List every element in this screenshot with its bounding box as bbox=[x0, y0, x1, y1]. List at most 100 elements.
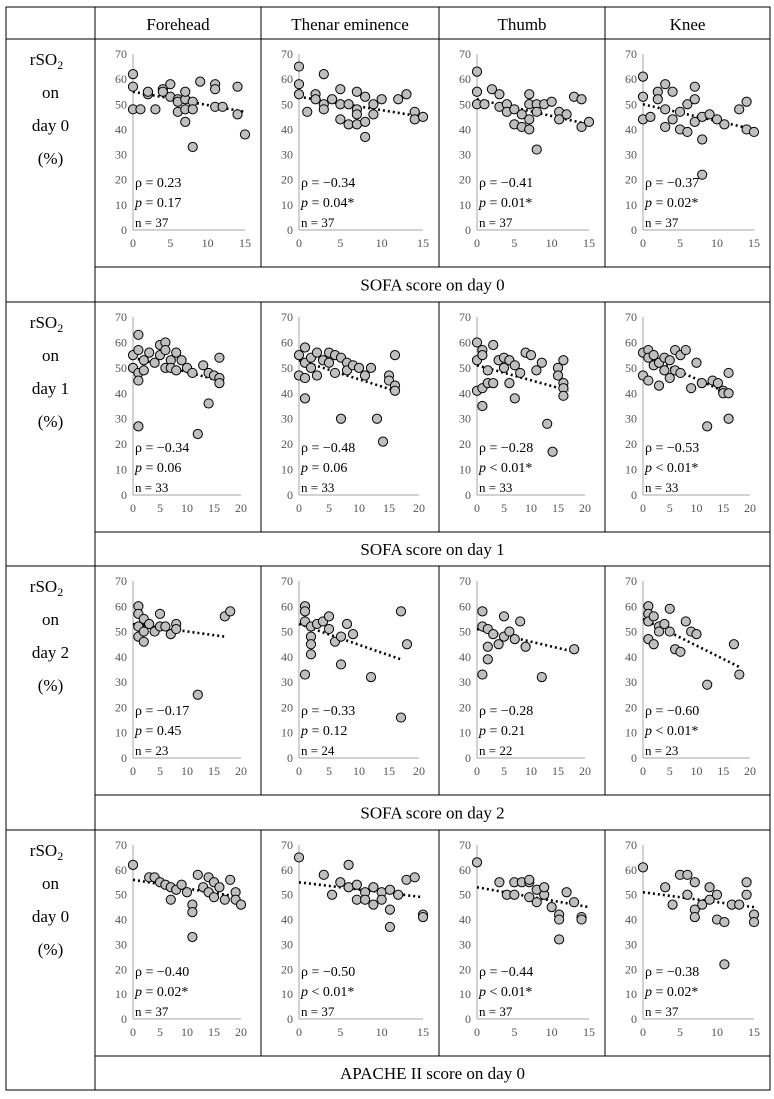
y-tick-label: 10 bbox=[281, 987, 293, 1001]
row-label-subscript: 2 bbox=[57, 58, 63, 72]
x-tick-label: 15 bbox=[717, 501, 729, 515]
data-point bbox=[471, 66, 483, 77]
data-point bbox=[192, 689, 203, 700]
x-tick-label: 0 bbox=[474, 1025, 480, 1039]
data-point bbox=[323, 611, 335, 622]
rho-label: ρ = −0.38 bbox=[645, 965, 699, 980]
y-tick-label: 20 bbox=[625, 173, 637, 187]
x-tick-label: 5 bbox=[501, 764, 507, 778]
row-label-day: day 0 bbox=[32, 116, 69, 135]
x-tick-label: 5 bbox=[511, 236, 517, 250]
y-tick-label: 30 bbox=[625, 675, 637, 689]
p-value: = 0.02* bbox=[142, 985, 188, 1000]
data-point bbox=[293, 350, 305, 361]
data-point bbox=[360, 894, 371, 905]
data-point bbox=[664, 626, 675, 637]
data-point bbox=[531, 897, 542, 908]
p-value-label: p = 0.06 bbox=[134, 461, 181, 476]
data-point bbox=[239, 129, 251, 140]
n-label: n = 24 bbox=[301, 743, 335, 758]
data-point bbox=[393, 94, 404, 105]
y-tick-label: 70 bbox=[459, 310, 471, 324]
data-point bbox=[659, 365, 670, 376]
y-tick-label: 10 bbox=[625, 463, 637, 477]
row-label-prefix: rSO bbox=[30, 841, 57, 860]
data-point bbox=[326, 94, 338, 105]
data-point bbox=[160, 621, 171, 632]
data-point bbox=[558, 355, 569, 366]
data-point bbox=[734, 104, 745, 115]
p-value-label: p = 0.06 bbox=[300, 461, 347, 476]
y-tick-label: 60 bbox=[115, 72, 127, 86]
x-tick-label: 20 bbox=[579, 764, 591, 778]
y-tick-label: 60 bbox=[625, 863, 637, 877]
p-value-label: p = 0.17 bbox=[134, 196, 181, 211]
y-tick-label: 20 bbox=[459, 700, 471, 714]
data-point bbox=[576, 121, 587, 133]
y-tick-label: 50 bbox=[115, 888, 127, 902]
y-tick-label: 20 bbox=[459, 173, 471, 187]
data-point bbox=[660, 79, 671, 90]
y-tick-label: 50 bbox=[459, 361, 471, 375]
data-point bbox=[171, 623, 182, 635]
row-label-unit: (%) bbox=[38, 676, 63, 695]
data-point bbox=[176, 879, 187, 890]
p-value: = 0.04* bbox=[308, 196, 354, 211]
y-tick-label: 30 bbox=[281, 675, 293, 689]
data-point bbox=[180, 86, 191, 97]
y-tick-label: 10 bbox=[625, 987, 637, 1001]
data-point bbox=[524, 874, 535, 885]
data-point bbox=[682, 889, 693, 900]
scatter-panel: 0 10 20 30 40 50 60 70 0 5 10 15 20 ρ = −0.34 p = 0.06… bbox=[115, 310, 247, 515]
rho-label: ρ = −0.60 bbox=[645, 704, 699, 719]
y-tick-label: 50 bbox=[625, 888, 637, 902]
data-point bbox=[305, 639, 317, 650]
data-point bbox=[214, 352, 225, 363]
y-tick-label: 30 bbox=[115, 937, 127, 951]
p-value-label: p < 0.01* bbox=[644, 724, 698, 739]
x-tick-label: 20 bbox=[235, 1025, 247, 1039]
row-label-prefix: rSO bbox=[30, 50, 57, 69]
n-label: n = 22 bbox=[479, 743, 512, 758]
x-tick-label: 0 bbox=[130, 764, 136, 778]
n-label: n = 37 bbox=[645, 215, 679, 230]
row-label-on: on bbox=[42, 610, 60, 629]
data-point bbox=[299, 393, 311, 404]
y-tick-label: 0 bbox=[121, 223, 127, 237]
y-tick-label: 10 bbox=[115, 726, 127, 740]
data-point bbox=[648, 611, 659, 622]
data-point bbox=[504, 626, 515, 637]
data-point bbox=[232, 109, 243, 120]
p-symbol: p bbox=[478, 985, 486, 1000]
y-tick-label: 30 bbox=[281, 148, 293, 162]
scatter-panel: 0 10 20 30 40 50 60 70 0 5 10 15 ρ = −0.34 p = 0.04* n… bbox=[281, 47, 429, 250]
x-tick-label: 0 bbox=[130, 501, 136, 515]
data-point bbox=[675, 367, 686, 379]
data-point bbox=[135, 104, 146, 115]
x-tick-label: 0 bbox=[296, 501, 302, 515]
data-point bbox=[368, 99, 379, 110]
x-tick-label: 5 bbox=[337, 1025, 343, 1039]
scatter-panel: 0 10 20 30 40 50 60 70 0 5 10 15 20 ρ = −0.48 p = 0.06… bbox=[281, 310, 425, 515]
y-tick-label: 70 bbox=[281, 47, 293, 61]
x-tick-label: 0 bbox=[640, 501, 646, 515]
data-point bbox=[659, 618, 670, 630]
y-tick-label: 0 bbox=[465, 223, 471, 237]
x-tick-label: 5 bbox=[157, 1025, 163, 1039]
x-tick-label: 5 bbox=[677, 1025, 683, 1039]
x-tick-label: 15 bbox=[239, 236, 251, 250]
n-label: n = 23 bbox=[135, 743, 168, 758]
y-tick-label: 50 bbox=[459, 97, 471, 111]
y-tick-label: 10 bbox=[281, 463, 293, 477]
data-point bbox=[697, 899, 708, 910]
data-point bbox=[214, 378, 225, 389]
y-tick-label: 60 bbox=[281, 335, 293, 349]
y-tick-label: 40 bbox=[625, 122, 637, 136]
y-tick-label: 50 bbox=[281, 888, 293, 902]
y-tick-label: 60 bbox=[459, 599, 471, 613]
data-point bbox=[719, 119, 730, 130]
y-tick-label: 0 bbox=[465, 1012, 471, 1026]
data-point bbox=[360, 131, 371, 143]
data-point bbox=[160, 344, 171, 356]
data-point bbox=[568, 897, 580, 908]
